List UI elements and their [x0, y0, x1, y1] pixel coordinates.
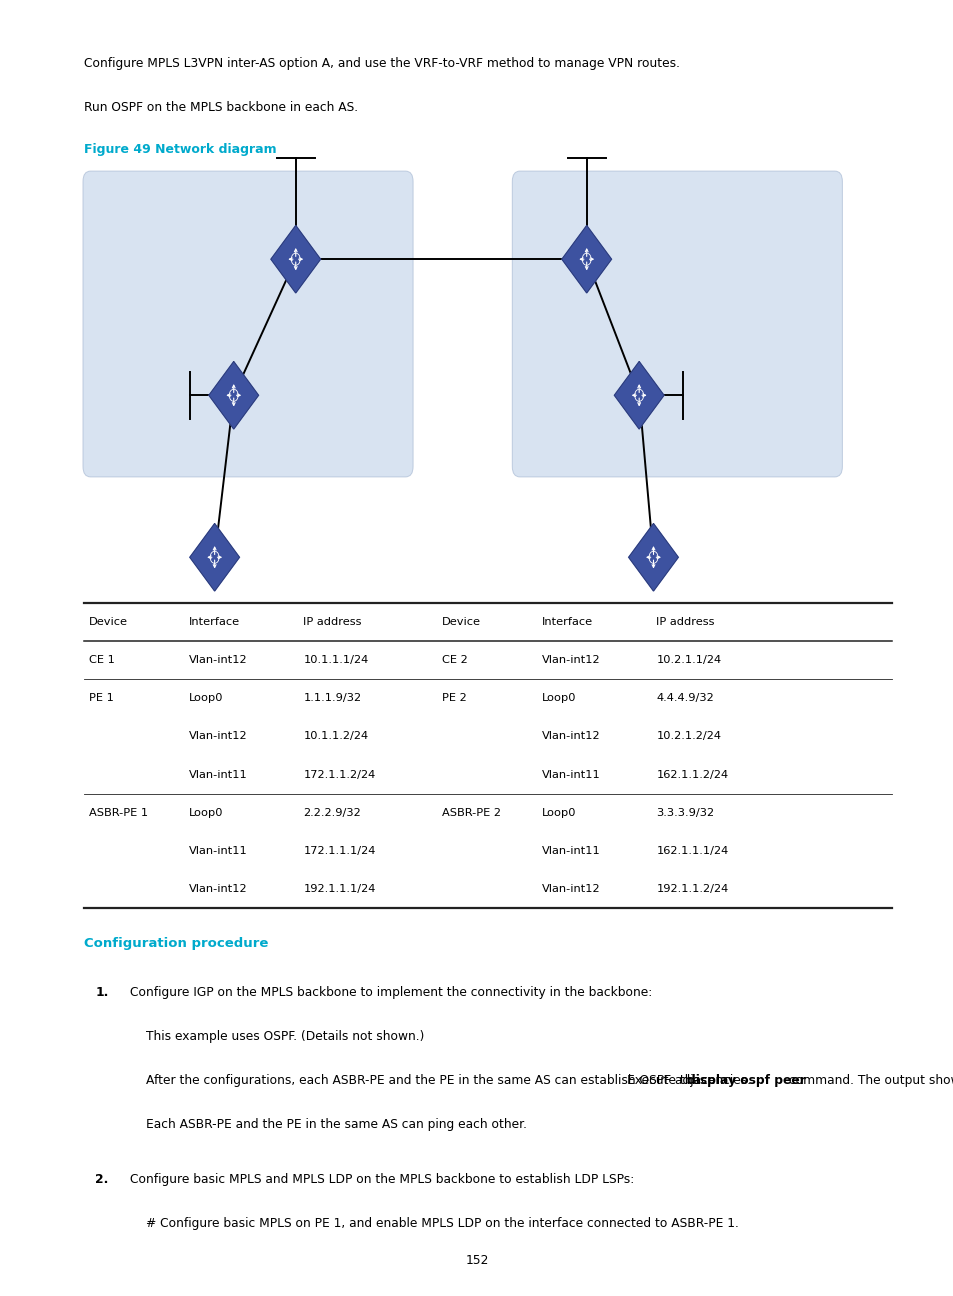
Text: 1.: 1.	[95, 986, 109, 999]
Text: Device: Device	[441, 617, 480, 627]
Polygon shape	[614, 362, 663, 429]
Text: Vlan-int11: Vlan-int11	[541, 770, 600, 780]
Text: Vlan-int12: Vlan-int12	[189, 884, 247, 894]
Text: command. The output shows that the adjacencies are in Full state,: command. The output shows that the adjac…	[784, 1074, 953, 1087]
Text: 1.1.1.9/32: 1.1.1.9/32	[303, 693, 361, 704]
Text: PE 1: PE 1	[89, 693, 113, 704]
Text: 192.1.1.1/24: 192.1.1.1/24	[303, 884, 375, 894]
Polygon shape	[190, 524, 239, 591]
Text: CE 2: CE 2	[441, 654, 467, 665]
Text: 10.2.1.2/24: 10.2.1.2/24	[656, 731, 720, 741]
Text: Interface: Interface	[189, 617, 240, 627]
Text: Loop0: Loop0	[189, 807, 223, 818]
Text: This example uses OSPF. (Details not shown.): This example uses OSPF. (Details not sho…	[146, 1030, 424, 1043]
Text: Figure 49 Network diagram: Figure 49 Network diagram	[84, 143, 276, 156]
Text: 2.2.2.9/32: 2.2.2.9/32	[303, 807, 361, 818]
Text: ASBR-PE 2: ASBR-PE 2	[441, 807, 500, 818]
Text: 4.4.4.9/32: 4.4.4.9/32	[656, 693, 714, 704]
Text: Execute the: Execute the	[626, 1074, 703, 1087]
Text: Vlan-int11: Vlan-int11	[189, 846, 248, 857]
Text: Vlan-int11: Vlan-int11	[541, 846, 600, 857]
Text: 2.: 2.	[95, 1173, 109, 1186]
Polygon shape	[271, 226, 320, 293]
Text: 10.1.1.2/24: 10.1.1.2/24	[303, 731, 368, 741]
Text: 10.2.1.1/24: 10.2.1.1/24	[656, 654, 720, 665]
Text: 162.1.1.1/24: 162.1.1.1/24	[656, 846, 728, 857]
Polygon shape	[209, 362, 258, 429]
Polygon shape	[628, 524, 678, 591]
Text: Each ASBR-PE and the PE in the same AS can ping each other.: Each ASBR-PE and the PE in the same AS c…	[146, 1118, 526, 1131]
Text: Vlan-int12: Vlan-int12	[189, 731, 247, 741]
Text: 172.1.1.2/24: 172.1.1.2/24	[303, 770, 375, 780]
Text: 172.1.1.1/24: 172.1.1.1/24	[303, 846, 375, 857]
Text: IP address: IP address	[303, 617, 361, 627]
Text: 162.1.1.2/24: 162.1.1.2/24	[656, 770, 728, 780]
Text: Vlan-int12: Vlan-int12	[189, 654, 247, 665]
Text: Run OSPF on the MPLS backbone in each AS.: Run OSPF on the MPLS backbone in each AS…	[84, 101, 357, 114]
Text: CE 1: CE 1	[89, 654, 114, 665]
Text: Configure IGP on the MPLS backbone to implement the connectivity in the backbone: Configure IGP on the MPLS backbone to im…	[130, 986, 651, 999]
Text: Configure MPLS L3VPN inter-AS option A, and use the VRF-to-VRF method to manage : Configure MPLS L3VPN inter-AS option A, …	[84, 57, 679, 70]
Text: Vlan-int11: Vlan-int11	[189, 770, 248, 780]
Text: ASBR-PE 1: ASBR-PE 1	[89, 807, 148, 818]
Text: Loop0: Loop0	[541, 693, 576, 704]
FancyBboxPatch shape	[512, 171, 841, 477]
Text: Vlan-int12: Vlan-int12	[541, 731, 599, 741]
Text: 192.1.1.2/24: 192.1.1.2/24	[656, 884, 728, 894]
Text: Interface: Interface	[541, 617, 593, 627]
Text: Vlan-int12: Vlan-int12	[541, 884, 599, 894]
Text: Device: Device	[89, 617, 128, 627]
Text: 3.3.3.9/32: 3.3.3.9/32	[656, 807, 714, 818]
Text: Loop0: Loop0	[541, 807, 576, 818]
Text: PE 2: PE 2	[441, 693, 466, 704]
FancyBboxPatch shape	[83, 171, 413, 477]
Text: 10.1.1.1/24: 10.1.1.1/24	[303, 654, 368, 665]
Text: After the configurations, each ASBR-PE and the PE in the same AS can establish O: After the configurations, each ASBR-PE a…	[146, 1074, 750, 1087]
Text: # Configure basic MPLS on PE 1, and enable MPLS LDP on the interface connected t: # Configure basic MPLS on PE 1, and enab…	[146, 1217, 738, 1230]
Text: display ospf peer: display ospf peer	[686, 1074, 805, 1087]
Text: 152: 152	[465, 1255, 488, 1267]
Text: Configure basic MPLS and MPLS LDP on the MPLS backbone to establish LDP LSPs:: Configure basic MPLS and MPLS LDP on the…	[130, 1173, 634, 1186]
Text: Configuration procedure: Configuration procedure	[84, 937, 268, 950]
Text: IP address: IP address	[656, 617, 714, 627]
Text: Loop0: Loop0	[189, 693, 223, 704]
Text: Vlan-int12: Vlan-int12	[541, 654, 599, 665]
Polygon shape	[561, 226, 611, 293]
